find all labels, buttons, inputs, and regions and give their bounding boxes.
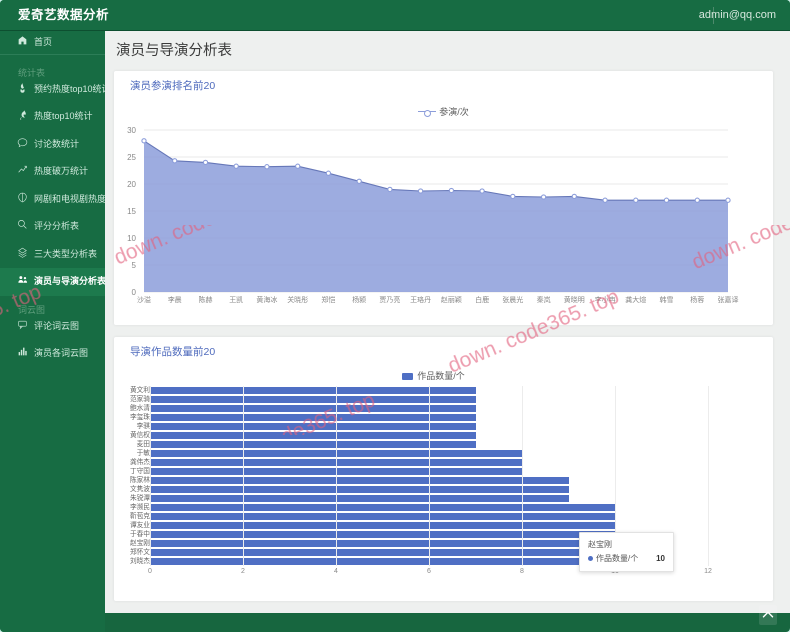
svg-text:0: 0 [132, 288, 137, 297]
svg-text:李晨: 李晨 [168, 295, 182, 304]
svg-text:沙溢: 沙溢 [137, 295, 151, 304]
svg-text:贾乃亮: 贾乃亮 [379, 295, 400, 304]
svg-text:关晓彤: 关晓彤 [287, 295, 308, 304]
svg-text:黄海冰: 黄海冰 [256, 295, 277, 304]
svg-text:王凯: 王凯 [229, 295, 243, 304]
svg-text:10: 10 [127, 234, 136, 243]
svg-text:赵丽颖: 赵丽颖 [441, 295, 462, 304]
svg-text:李小冉: 李小冉 [595, 295, 616, 304]
svg-text:30: 30 [127, 126, 136, 135]
svg-text:秦岚: 秦岚 [537, 295, 551, 304]
svg-text:25: 25 [127, 153, 136, 162]
svg-text:韩雪: 韩雪 [660, 295, 674, 304]
svg-text:黄晓明: 黄晓明 [564, 295, 585, 304]
svg-text:5: 5 [132, 261, 137, 270]
svg-text:白鹿: 白鹿 [475, 295, 489, 304]
svg-text:杨颍: 杨颍 [352, 295, 366, 304]
svg-text:张嘉译: 张嘉译 [718, 295, 739, 304]
svg-text:郑恺: 郑恺 [321, 295, 335, 304]
svg-text:张晨光: 张晨光 [502, 295, 523, 304]
svg-text:陈赫: 陈赫 [199, 295, 213, 304]
svg-text:20: 20 [127, 180, 136, 189]
svg-text:15: 15 [127, 207, 136, 216]
svg-text:龚大煊: 龚大煊 [625, 295, 646, 304]
svg-text:王珞丹: 王珞丹 [410, 295, 431, 304]
svg-text:杨蓉: 杨蓉 [690, 295, 704, 304]
